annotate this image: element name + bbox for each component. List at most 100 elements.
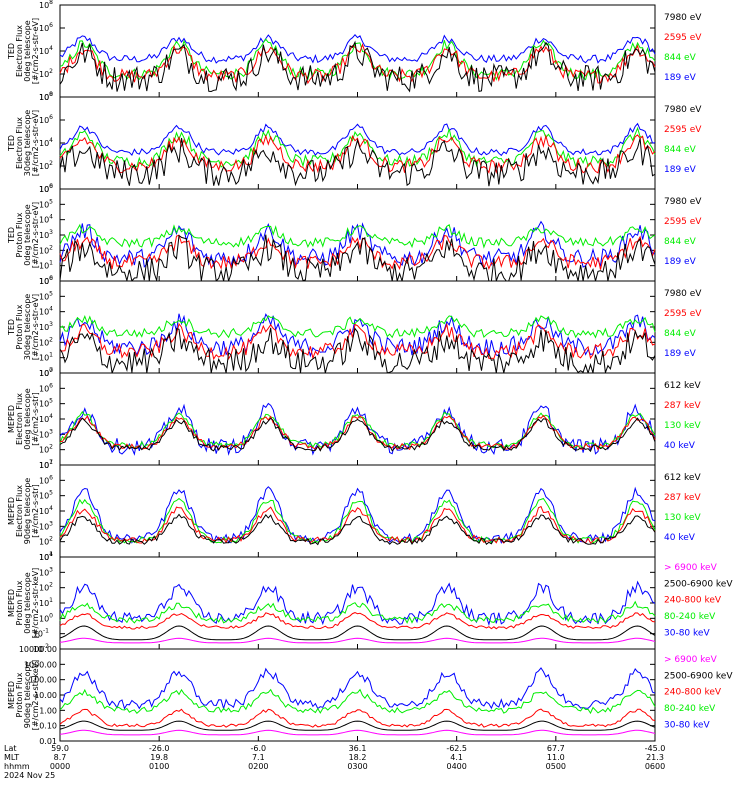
series-line [59, 625, 656, 641]
panel-2: 100 101 102 103 104 105 106 TEDProton Flux0deg … [7, 183, 702, 286]
series-line [59, 410, 656, 449]
legend-entry: 189 eV [664, 349, 697, 359]
y-tick-label: 107 [39, 459, 53, 470]
legend-entry: 130 keV [664, 421, 701, 431]
y-tick-label: 106 [39, 474, 53, 485]
legend-entry: > 6900 keV [664, 563, 718, 573]
y-tick-label: 106 [39, 183, 53, 194]
panel-0: 100 102 104 106 108 TEDElectron Flux0deg tele… [7, 0, 702, 102]
legend-entry: 240-800 keV [664, 596, 722, 606]
y-tick-label: 106 [39, 275, 53, 286]
y-tick-label: 108 [39, 91, 53, 102]
x-tick-label: -45.0 [645, 744, 666, 753]
series-line [59, 322, 656, 361]
x-tick-label: 67.7 [547, 744, 565, 753]
y-tick-label: 102 [39, 68, 53, 79]
legend-entry: 2595 eV [664, 217, 702, 227]
series-line [59, 729, 656, 736]
series-line [59, 34, 656, 64]
y-tick-label: 102 [39, 582, 53, 593]
legend-entry: 189 eV [664, 73, 697, 83]
y-tick-label: 103 [39, 520, 53, 531]
series-line [59, 417, 656, 453]
series-line [59, 505, 656, 544]
y-tick-label: 105 [39, 198, 53, 209]
y-tick-label: 103 [39, 428, 53, 439]
y-tick-label: 0.01 [39, 737, 57, 746]
y-tick-label: 102 [39, 536, 53, 547]
x-tick-label: 19.8 [150, 753, 168, 762]
time-axis-row-label: MLT [4, 753, 19, 762]
y-tick-label: 101 [39, 352, 53, 363]
panel-6: 10-2 10-1 100 101 102 103 104 MEPEDProton Flux0… [7, 551, 733, 654]
series-line [59, 40, 656, 93]
y-tick-label: 100 [39, 183, 53, 194]
y-tick-label: 1.00 [39, 706, 57, 715]
y-tick-label: 100.00 [29, 676, 57, 685]
legend-entry: 2595 eV [664, 33, 702, 43]
legend-entry: 612 keV [664, 381, 701, 391]
series-line [59, 223, 656, 249]
y-tick-label: 103 [39, 566, 53, 577]
x-tick-label: 8.7 [54, 753, 67, 762]
panel-frame [59, 464, 656, 558]
series-line [59, 667, 656, 711]
y-axis-label: TEDProton Flux0deg telescope[#/cm2-s-str… [7, 202, 40, 268]
legend-entry: 7980 eV [664, 197, 702, 207]
panel-frame [59, 556, 656, 650]
y-tick-label: 102 [39, 160, 53, 171]
legend-entry: 287 keV [664, 401, 701, 411]
time-axis-row-label: Lat [4, 744, 17, 753]
legend-entry: 844 eV [664, 53, 697, 63]
y-tick-label: 104 [39, 413, 53, 424]
legend-entry: 130 keV [664, 513, 701, 523]
x-tick-label: 11.0 [547, 753, 565, 762]
date-label: 2024 Nov 25 [4, 771, 55, 780]
y-tick-label: 104 [39, 137, 53, 148]
series-line [59, 600, 656, 624]
series-line [59, 327, 656, 375]
y-tick-label: 1000.00 [24, 660, 57, 669]
x-tick-label: 36.1 [349, 744, 367, 753]
panel-7: 0.01 0.10 1.00 10.00 100.00 1000.00 10000.00 ME… [7, 645, 733, 746]
legend-entry: 844 eV [664, 329, 697, 339]
y-tick-label: 101 [39, 260, 53, 271]
x-tick-label: 0000 [50, 762, 70, 771]
series-line [59, 137, 656, 187]
y-axis-label: MEPEDProton Flux90deg telescope[#/cm2-s-… [7, 660, 40, 731]
panel-frame [59, 96, 656, 190]
y-axis-label: MEPEDElectron Flux90deg telescope[#/cm2-… [7, 478, 40, 545]
series-line [59, 43, 656, 85]
y-tick-label: 102 [39, 444, 53, 455]
y-tick-label: 100 [39, 275, 53, 286]
y-tick-label: 104 [39, 45, 53, 56]
series-line [59, 720, 656, 731]
x-tick-label: 18.2 [349, 753, 367, 762]
y-tick-label: 107 [39, 367, 53, 378]
y-axis-label: TEDElectron Flux30deg telescope[#/cm2-s-… [7, 110, 40, 177]
legend-entry: 189 eV [664, 257, 697, 267]
y-tick-label: 106 [39, 22, 53, 33]
series-line [59, 414, 656, 451]
x-tick-label: 0200 [248, 762, 268, 771]
legend-entry: 2595 eV [664, 309, 702, 319]
y-tick-label: 103 [39, 229, 53, 240]
y-tick-label: 106 [39, 382, 53, 393]
panel-1: 100 102 104 106 108 TEDElectron Flux30deg tel… [7, 91, 702, 194]
y-tick-label: 100 [39, 91, 53, 102]
legend-entry: 80-240 keV [664, 612, 716, 622]
x-tick-label: 7.1 [252, 753, 265, 762]
x-tick-label: 59.0 [51, 744, 69, 753]
series-line [59, 708, 656, 728]
series-line [59, 688, 656, 715]
x-tick-label: -62.5 [446, 744, 467, 753]
panel-4: 101 102 103 104 105 106 107 MEPEDElectron Flux0… [7, 367, 701, 470]
y-tick-label: 100 [39, 367, 53, 378]
x-tick-label: 4.1 [450, 753, 463, 762]
y-tick-label: 101 [39, 551, 53, 562]
legend-entry: 844 eV [664, 237, 697, 247]
series-line [59, 315, 656, 339]
series-line [59, 637, 656, 644]
chart-panels: 100 102 104 106 108 TEDElectron Flux0deg tele… [7, 0, 733, 746]
y-tick-label: 104 [39, 214, 53, 225]
